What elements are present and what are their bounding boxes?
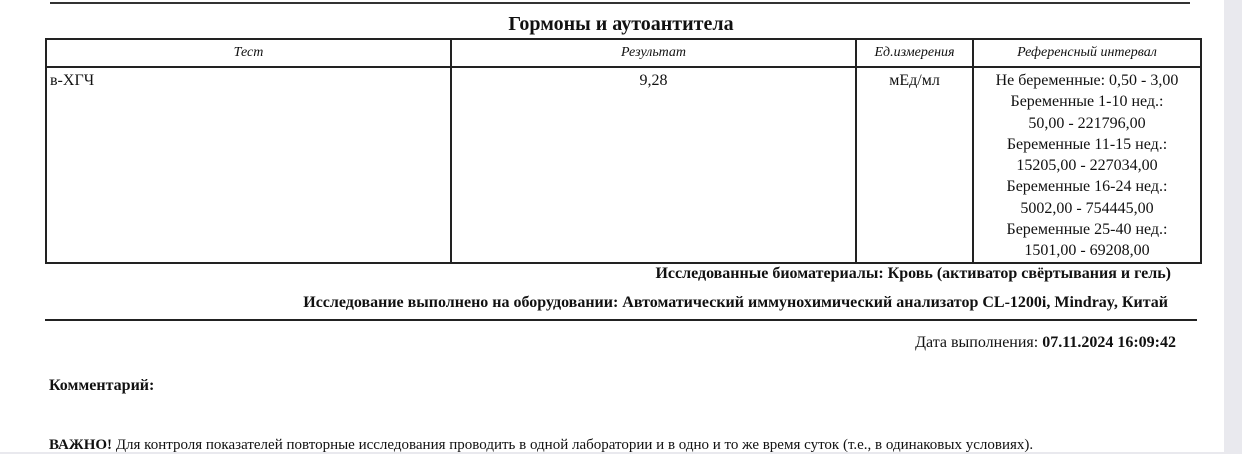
- ref-line: 5002,00 - 754445,00: [1020, 199, 1154, 217]
- header-unit: Ед.измерения: [855, 38, 974, 68]
- equipment: Исследование выполнено на оборудовании: …: [303, 294, 1168, 311]
- table-header: Тест Результат Ед.измерения Референсный …: [45, 38, 1202, 68]
- cell-test: в-ХГЧ: [45, 66, 452, 264]
- header-test: Тест: [45, 38, 452, 68]
- section-title: Гормоны и аутоантитела: [508, 13, 734, 35]
- ref-line: 15205,00 - 227034,00: [1016, 157, 1158, 175]
- ref-line: Беременные 25-40 нед.:: [1006, 221, 1168, 239]
- date-label: Дата выполнения:: [915, 334, 1039, 351]
- cell-reference: Не беременные: 0,50 - 3,00 Беременные 1-…: [972, 66, 1202, 264]
- cell-unit: мЕд/мл: [855, 66, 974, 264]
- important-text: Для контроля показателей повторные иссле…: [115, 437, 1034, 453]
- ref-line: Беременные 1-10 нед.:: [1010, 93, 1164, 111]
- divider: [45, 319, 1197, 321]
- ref-line: Беременные 16-24 нед.:: [1006, 178, 1168, 196]
- comment-label: Комментарий:: [49, 377, 155, 394]
- execution-date: Дата выполнения: 07.11.2024 16:09:42: [915, 334, 1176, 352]
- important-note: ВАЖНО! Для контроля показателей повторны…: [49, 437, 1033, 454]
- table-row: в-ХГЧ 9,28 мЕд/мл Не беременные: 0,50 - …: [45, 66, 1202, 264]
- date-value: 07.11.2024 16:09:42: [1042, 334, 1176, 351]
- header-reference: Референсный интервал: [972, 38, 1202, 68]
- ref-line: Не беременные: 0,50 - 3,00: [995, 72, 1179, 89]
- important-label: ВАЖНО!: [49, 437, 113, 453]
- divider: [50, 2, 1190, 4]
- header-result: Результат: [450, 38, 857, 68]
- ref-line: 50,00 - 221796,00: [1028, 114, 1146, 132]
- biomaterials: Исследованные биоматериалы: Кровь (актив…: [655, 265, 1171, 282]
- ref-line: Беременные 11-15 нед.:: [1006, 135, 1168, 153]
- cell-result: 9,28: [450, 66, 857, 264]
- results-table: Тест Результат Ед.измерения Референсный …: [45, 38, 1202, 264]
- ref-line: 1501,00 - 69208,00: [1024, 242, 1150, 260]
